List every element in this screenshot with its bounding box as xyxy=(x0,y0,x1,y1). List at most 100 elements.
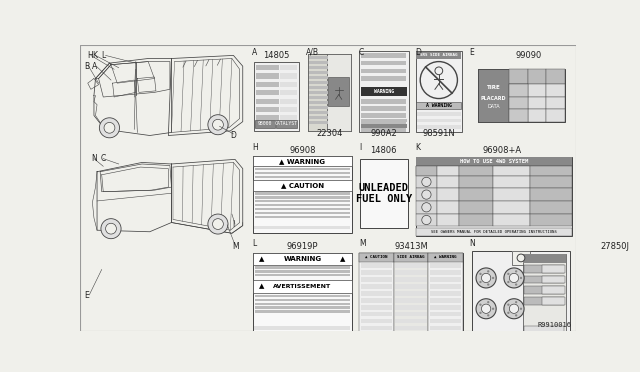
Bar xyxy=(541,286,565,294)
Bar xyxy=(394,253,428,337)
Circle shape xyxy=(212,219,223,230)
Bar xyxy=(395,270,427,275)
Circle shape xyxy=(504,268,524,288)
Circle shape xyxy=(101,219,121,239)
Text: 93413M: 93413M xyxy=(394,242,428,251)
Circle shape xyxy=(422,177,431,186)
Bar xyxy=(459,201,493,214)
Circle shape xyxy=(212,119,223,130)
Bar xyxy=(360,284,392,289)
Bar xyxy=(255,208,349,210)
Bar xyxy=(415,166,437,176)
Bar xyxy=(430,263,461,268)
Bar xyxy=(309,101,328,104)
Bar xyxy=(276,120,296,128)
Bar xyxy=(255,192,349,195)
Text: SEE OWNERS MANUAL FOR DETAILED OPERATING INSTRUCTIONS: SEE OWNERS MANUAL FOR DETAILED OPERATING… xyxy=(431,230,557,234)
Bar xyxy=(430,298,461,302)
Text: M: M xyxy=(359,239,365,248)
Bar xyxy=(362,68,406,73)
Bar xyxy=(509,84,527,96)
Bar xyxy=(256,73,279,78)
Bar xyxy=(309,61,328,64)
Text: AVERTISSEMENT: AVERTISSEMENT xyxy=(273,284,332,289)
Circle shape xyxy=(208,214,228,234)
Text: CATALYST: CATALYST xyxy=(275,121,298,126)
Text: 990A2: 990A2 xyxy=(371,129,397,138)
Bar xyxy=(428,253,463,337)
Bar xyxy=(253,280,352,293)
Bar xyxy=(395,312,427,317)
Text: I: I xyxy=(232,220,234,229)
Text: 27850J: 27850J xyxy=(601,242,630,251)
Text: ▲ WARNING: ▲ WARNING xyxy=(280,158,325,164)
Bar xyxy=(437,166,459,176)
Bar xyxy=(493,214,531,226)
Circle shape xyxy=(420,62,458,99)
Bar xyxy=(360,87,407,96)
Circle shape xyxy=(507,273,509,275)
Bar xyxy=(255,274,349,276)
Circle shape xyxy=(520,277,522,279)
Bar xyxy=(437,176,459,188)
Bar xyxy=(430,270,461,275)
Bar xyxy=(511,251,531,265)
Text: H: H xyxy=(88,51,93,60)
Bar xyxy=(415,166,572,176)
Circle shape xyxy=(507,312,509,314)
Bar xyxy=(547,84,565,96)
Bar xyxy=(531,166,572,176)
Circle shape xyxy=(507,281,509,283)
Circle shape xyxy=(479,281,482,283)
Text: UNLEADED: UNLEADED xyxy=(359,183,409,193)
Circle shape xyxy=(487,270,490,273)
Bar xyxy=(255,204,349,206)
Bar xyxy=(360,312,392,317)
Text: E: E xyxy=(84,291,90,300)
Bar xyxy=(509,109,527,122)
Text: H: H xyxy=(252,143,258,152)
Bar xyxy=(309,76,328,79)
Bar xyxy=(430,305,461,310)
Bar xyxy=(255,212,349,214)
Bar xyxy=(360,158,408,228)
Bar xyxy=(417,119,461,122)
Bar xyxy=(256,107,279,112)
Bar xyxy=(493,166,531,176)
Bar xyxy=(359,253,394,262)
Text: 96908: 96908 xyxy=(289,147,316,155)
Bar xyxy=(360,298,392,302)
Bar xyxy=(362,61,406,65)
Bar xyxy=(415,157,572,235)
Bar xyxy=(254,327,351,330)
Circle shape xyxy=(507,304,509,306)
Text: ▲: ▲ xyxy=(340,256,346,262)
Bar xyxy=(255,120,275,128)
Bar xyxy=(547,96,565,109)
Bar xyxy=(255,172,349,174)
Circle shape xyxy=(509,304,518,313)
Bar xyxy=(255,307,349,309)
Bar xyxy=(255,270,349,273)
Bar xyxy=(253,155,352,166)
Bar xyxy=(511,251,531,265)
Text: 96919P: 96919P xyxy=(287,242,318,251)
Bar xyxy=(428,253,463,262)
Bar xyxy=(395,277,427,282)
Bar xyxy=(309,96,328,99)
Bar xyxy=(493,201,531,214)
Bar xyxy=(430,326,461,330)
Bar xyxy=(256,115,279,121)
Text: ▲ CAUTION: ▲ CAUTION xyxy=(281,183,324,189)
Text: L: L xyxy=(102,51,106,60)
Circle shape xyxy=(208,115,228,135)
Text: 96908+A: 96908+A xyxy=(482,147,521,155)
Bar xyxy=(309,56,328,59)
Polygon shape xyxy=(95,63,111,78)
Bar xyxy=(256,99,279,104)
Bar xyxy=(531,176,572,188)
Bar xyxy=(328,77,349,106)
Bar xyxy=(360,326,392,330)
Text: D: D xyxy=(415,48,420,57)
Text: 98591N: 98591N xyxy=(422,129,455,138)
